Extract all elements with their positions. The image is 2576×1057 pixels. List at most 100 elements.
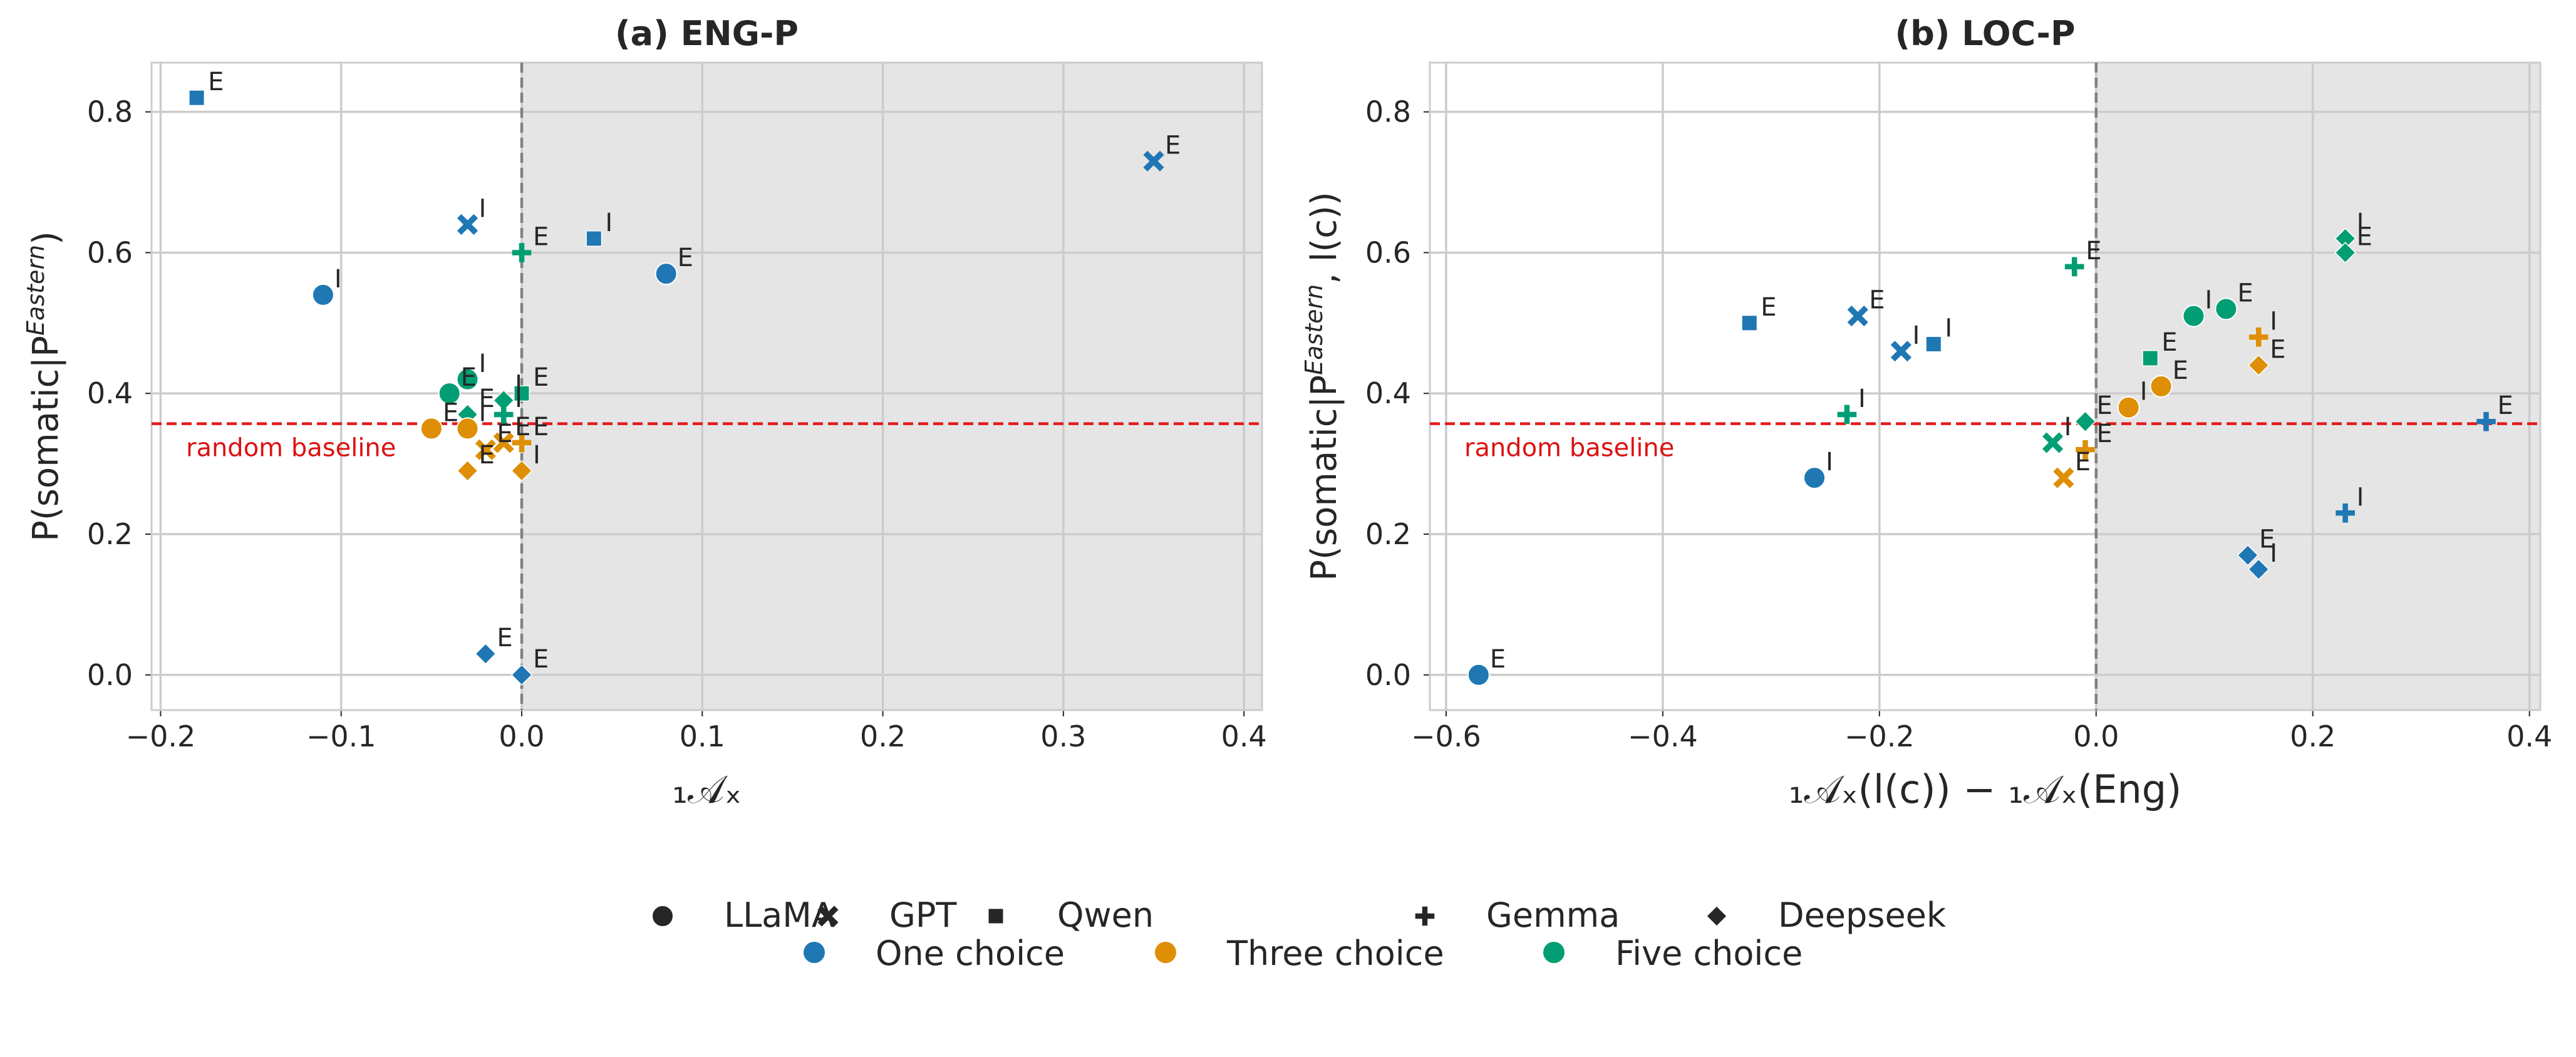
legend-label-deepseek: Deepseek (1778, 895, 1947, 935)
data-point-label: I (2140, 378, 2148, 406)
data-point-label: I (2357, 483, 2364, 512)
legend-marker-qwen (988, 908, 1004, 924)
data-point-label: I (479, 398, 487, 427)
data-point (1741, 314, 1758, 331)
y-tick-label: 0.2 (87, 517, 133, 551)
x-tick-label: −0.1 (306, 719, 376, 753)
legend-marker-deepseek (1705, 905, 1728, 927)
data-point (2248, 354, 2270, 376)
plot-frame (1429, 61, 2542, 711)
chart-title: (a) ENG-P (615, 14, 799, 53)
y-tick-label: 0.4 (1365, 376, 1411, 410)
data-point-label: I (515, 370, 522, 399)
x-tick-label: 0.4 (2506, 719, 2552, 753)
data-point (512, 243, 532, 262)
data-point (654, 262, 678, 286)
data-point-label: E (1869, 286, 1885, 315)
data-point-label: E (2086, 237, 2101, 266)
data-point-label: I (1945, 314, 1952, 343)
data-point-label: E (533, 645, 549, 674)
data-point (2064, 257, 2084, 277)
legend-marker-choice (1155, 942, 1176, 963)
data-point-label: E (497, 420, 512, 448)
x-tick-label: 0.2 (2290, 719, 2335, 753)
chart-title: (b) LOC-P (1895, 14, 2075, 53)
y-tick-label: 0.4 (87, 376, 133, 410)
legend-label-choice: Five choice (1615, 934, 1803, 973)
data-point-label: I (2270, 307, 2277, 336)
data-point (494, 405, 514, 425)
y-axis-label-main: P(somatic|P (1304, 375, 1345, 581)
data-point (2042, 432, 2064, 453)
legend-label-choice: One choice (876, 934, 1065, 973)
x-axis-label: ₁𝒜ₓ (672, 766, 742, 812)
data-point-label: E (1165, 131, 1181, 160)
data-point-label: E (497, 624, 512, 652)
data-point (457, 214, 478, 235)
data-point-label: E (533, 413, 549, 441)
panel-loc-p: −0.6 −0.4 −0.2 0.0 0.2 0.4 0.0 0.2 0.4 0.6 0.8 rand… (1300, 14, 2552, 812)
random-baseline-label: random baseline (186, 434, 396, 463)
legend-label-choice: Three choice (1226, 934, 1444, 973)
data-point-label: I (2357, 209, 2364, 237)
data-point-label: E (208, 68, 224, 96)
data-point (2053, 467, 2074, 488)
data-point (2248, 327, 2268, 347)
y-axis-label-sup: Eastern (22, 245, 49, 336)
data-point-label: I (2064, 413, 2072, 441)
y-tick-label: 0.0 (87, 658, 133, 692)
random-baseline-label: random baseline (1464, 434, 1674, 463)
y-tick-label: 0.2 (1365, 517, 1411, 551)
y-axis-label: P(somatic|PEastern) (22, 231, 66, 542)
data-point-label: E (1490, 645, 1506, 674)
data-point-label: I (515, 384, 522, 413)
data-point (1803, 467, 1826, 490)
data-point (493, 432, 514, 453)
data-point-label: E (2259, 525, 2275, 554)
data-point-label: E (443, 398, 458, 427)
data-point (2076, 440, 2095, 460)
data-point-label: E (533, 222, 549, 251)
legend-label-gpt: GPT (889, 895, 957, 935)
x-tick-label: −0.2 (1844, 719, 1915, 753)
y-axis-label-tail: , l(c)) (1304, 192, 1345, 284)
x-tick-label: −0.4 (1628, 719, 1698, 753)
data-point-label: E (2161, 328, 2177, 357)
data-point-label: E (2270, 335, 2285, 364)
data-point (311, 283, 334, 306)
data-point-label: E (479, 384, 495, 413)
x-tick-label: 0.1 (680, 719, 725, 753)
data-point (1837, 405, 1857, 425)
data-point-label: E (2097, 420, 2113, 448)
y-axis-label: P(somatic|PEastern, l(c)) (1300, 192, 1345, 580)
legend-label-qwen: Qwen (1057, 895, 1154, 935)
y-tick-label: 0.6 (87, 235, 133, 269)
data-point-label: I (533, 441, 541, 470)
data-point-label: E (678, 244, 693, 272)
data-point (1143, 150, 1164, 172)
data-point (2237, 544, 2259, 566)
legend-marker-gemma (1415, 906, 1435, 926)
data-point (2074, 410, 2096, 433)
y-tick-label: 0.8 (1365, 95, 1411, 129)
data-point-label: E (2498, 391, 2513, 420)
data-point (1847, 306, 1868, 327)
data-point (2248, 559, 2270, 580)
shaded-region (522, 63, 1262, 710)
data-point-label: I (2270, 539, 2277, 568)
data-point-label: E (479, 441, 495, 470)
data-point-label: E (2097, 391, 2113, 420)
legend-marker-choice (804, 942, 825, 963)
data-point (457, 460, 478, 482)
x-tick-label: 0.0 (2073, 719, 2119, 753)
data-point (586, 230, 603, 247)
data-point (2117, 396, 2140, 419)
data-point (2182, 304, 2205, 327)
legend-label-llama: LLaMA (724, 895, 835, 935)
data-point-label: I (334, 265, 342, 294)
data-point (2335, 503, 2355, 523)
data-point-label: E (515, 413, 530, 441)
data-point-label: I (1912, 321, 1920, 350)
y-axis-label-main: P(somatic|P (26, 336, 66, 542)
